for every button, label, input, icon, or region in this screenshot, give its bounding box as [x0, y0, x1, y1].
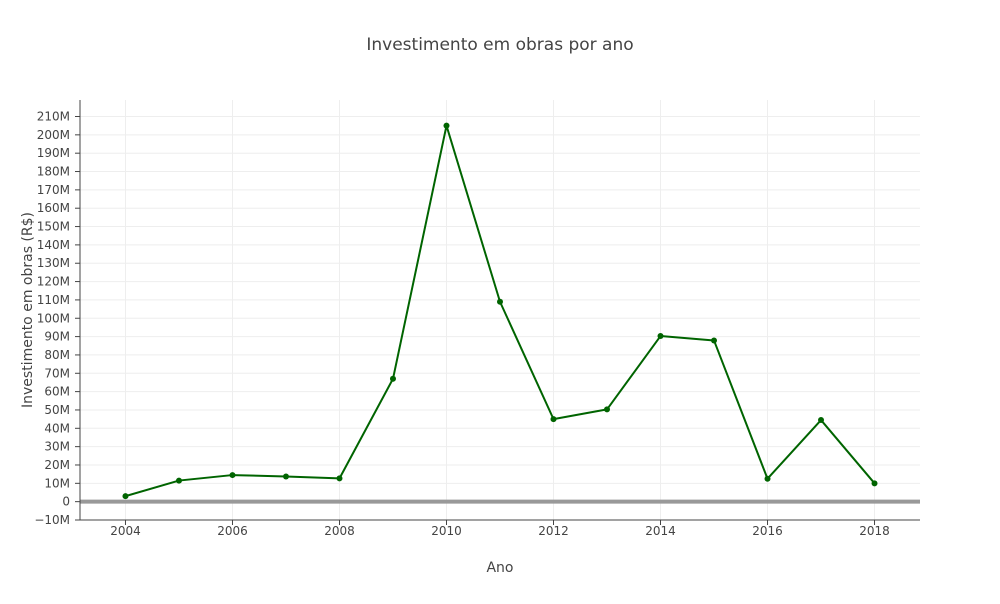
y-tick-label: 80M — [44, 348, 70, 362]
y-tick-label: 160M — [37, 201, 70, 215]
y-tick-label: 130M — [37, 256, 70, 270]
axes — [79, 100, 920, 521]
y-tick-label: 20M — [44, 458, 70, 472]
x-tick-label: 2014 — [645, 524, 676, 538]
data-point[interactable] — [336, 475, 343, 482]
x-axis-ticks: 2004 2006 2008 2010 2012 2014 2016 2018 — [110, 520, 890, 538]
data-point[interactable] — [282, 473, 289, 480]
x-tick-label: 2008 — [324, 524, 355, 538]
y-tick-label: 200M — [37, 128, 70, 142]
y-tick-label: 110M — [37, 293, 70, 307]
y-axis-label: Investimento em obras (R$) — [20, 212, 36, 408]
data-point[interactable] — [871, 480, 878, 487]
data-point[interactable] — [604, 406, 611, 413]
data-point[interactable] — [711, 337, 718, 344]
y-tick-label: 30M — [44, 440, 70, 454]
data-point[interactable] — [175, 477, 182, 484]
x-tick-label: 2006 — [217, 524, 248, 538]
data-point[interactable] — [229, 472, 236, 479]
x-tick-label: 2018 — [859, 524, 890, 538]
y-tick-label: 190M — [37, 146, 70, 160]
y-axis-ticks: −10M 0 10M 20M 30M 40M 50M 60M 70M 80M 90M 100M 110M… — [34, 110, 80, 527]
data-point[interactable] — [497, 298, 503, 305]
y-tick-label: 40M — [44, 421, 70, 435]
x-tick-label: 2010 — [431, 524, 462, 538]
y-tick-label: 70M — [44, 366, 70, 380]
y-tick-label: 90M — [44, 330, 70, 344]
y-tick-label: 100M — [37, 311, 70, 325]
data-point[interactable] — [657, 333, 664, 340]
grid — [80, 100, 920, 521]
y-tick-label: 140M — [37, 238, 70, 252]
y-tick-label: 120M — [37, 275, 70, 289]
y-tick-label: 150M — [37, 220, 70, 234]
y-tick-label: 180M — [37, 165, 70, 179]
y-tick-label: −10M — [34, 513, 70, 527]
chart-title: Investimento em obras por ano — [366, 35, 633, 55]
y-tick-label: 210M — [37, 110, 70, 124]
series-line — [125, 124, 876, 498]
x-tick-label: 2016 — [752, 524, 783, 538]
y-tick-label: 10M — [44, 476, 70, 490]
y-tick-label: 60M — [44, 385, 70, 399]
x-axis-label: Ano — [486, 560, 513, 576]
series — [122, 122, 878, 500]
y-tick-label: 170M — [37, 183, 70, 197]
data-point[interactable] — [443, 122, 450, 129]
y-tick-label: 0 — [62, 495, 70, 509]
y-tick-label: 50M — [44, 403, 70, 417]
x-tick-label: 2004 — [110, 524, 141, 538]
data-point[interactable] — [818, 417, 825, 424]
data-point[interactable] — [764, 475, 771, 482]
data-point[interactable] — [122, 493, 129, 500]
data-point[interactable] — [389, 375, 396, 382]
data-point[interactable] — [550, 416, 557, 423]
x-tick-label: 2012 — [538, 524, 569, 538]
